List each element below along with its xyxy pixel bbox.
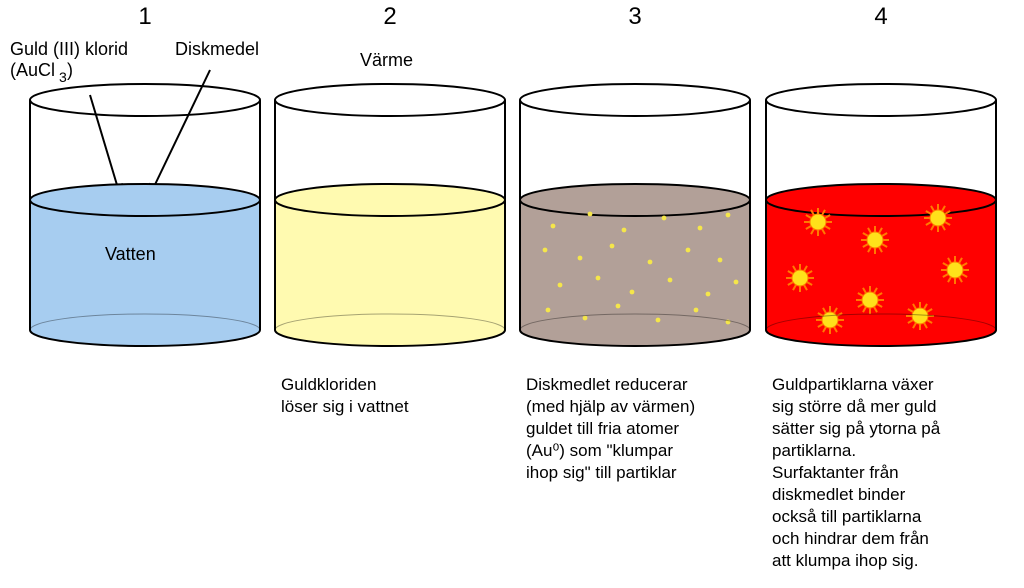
particle-dot <box>578 256 583 261</box>
caption-line: (med hjälp av värmen) <box>526 397 695 416</box>
top-label: Guld (III) klorid <box>10 39 128 59</box>
step-number: 4 <box>874 3 887 30</box>
top-label: (AuCl <box>10 60 55 80</box>
arrow <box>150 70 210 195</box>
particle-dot <box>622 228 627 233</box>
particle-dot <box>662 216 667 221</box>
caption-line: sätter sig på ytorna på <box>772 419 941 438</box>
particle-dot <box>588 212 593 217</box>
top-label: Värme <box>360 50 413 70</box>
particle-dot <box>616 304 621 309</box>
liquid-label: Vatten <box>105 244 156 264</box>
caption-line: (Au⁰) som "klumpar <box>526 441 673 460</box>
caption-line: löser sig i vattnet <box>281 397 409 416</box>
caption-line: att klumpa ihop sig. <box>772 551 918 570</box>
diagram-svg: 1Guld (III) klorid(AuCl3)DiskmedelVatten… <box>0 0 1024 588</box>
top-label-after: ) <box>67 60 73 80</box>
particle-dot <box>583 316 588 321</box>
particle-dot <box>551 224 556 229</box>
caption-line: guldet till fria atomer <box>526 419 679 438</box>
beaker <box>275 84 505 346</box>
arrow <box>90 95 120 195</box>
step-number: 1 <box>138 3 151 30</box>
particle-dot <box>698 226 703 231</box>
beaker <box>766 84 996 346</box>
caption-line: också till partiklarna <box>772 507 922 526</box>
caption-line: Diskmedlet reducerar <box>526 375 688 394</box>
particle-dot <box>648 260 653 265</box>
particle-dot <box>686 248 691 253</box>
step-number: 2 <box>383 3 396 30</box>
particle-dot <box>630 290 635 295</box>
caption-line: Guldpartiklarna växer <box>772 375 934 394</box>
particle-dot <box>558 283 563 288</box>
step-number: 3 <box>628 3 641 30</box>
caption-line: partiklarna. <box>772 441 856 460</box>
particle-dot <box>726 213 731 218</box>
particle-dot <box>718 258 723 263</box>
top-label-sub: 3 <box>59 69 67 85</box>
caption-line: Surfaktanter från <box>772 463 899 482</box>
particle-dot <box>694 308 699 313</box>
caption-line: Guldkloriden <box>281 375 376 394</box>
particle-dot <box>610 244 615 249</box>
particle-dot <box>706 292 711 297</box>
particle-dot <box>546 308 551 313</box>
beaker: Vatten <box>30 84 260 346</box>
caption-line: sig större då mer guld <box>772 397 936 416</box>
particle-dot <box>656 318 661 323</box>
caption-line: diskmedlet binder <box>772 485 906 504</box>
particle-dot <box>734 280 739 285</box>
top-label: Diskmedel <box>175 39 259 59</box>
particle-dot <box>668 278 673 283</box>
particle-dot <box>543 248 548 253</box>
caption-line: ihop sig" till partiklar <box>526 463 677 482</box>
caption-line: och hindrar dem från <box>772 529 929 548</box>
beaker <box>520 84 750 346</box>
particle-dot <box>596 276 601 281</box>
